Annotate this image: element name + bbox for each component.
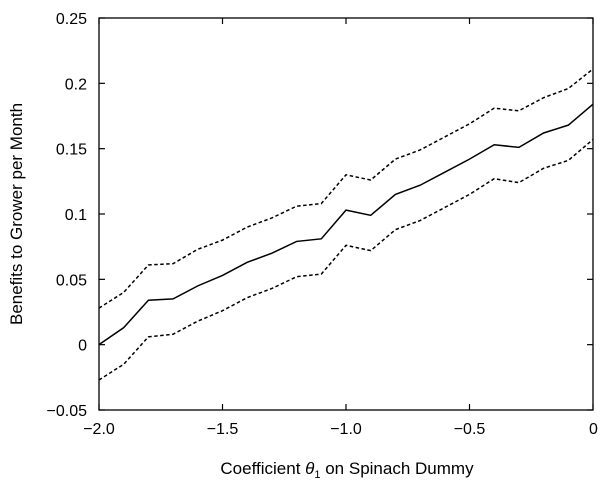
y-tick-label: 0.25 — [56, 11, 87, 28]
x-tick-label: −2.0 — [83, 421, 115, 438]
x-tick-label: −0.5 — [454, 421, 486, 438]
lower-bound-line — [98, 138, 594, 381]
y-tick-label: 0.05 — [56, 272, 87, 289]
chart-marks — [98, 68, 594, 381]
estimate-line — [98, 103, 594, 346]
y-tick-label: −0.05 — [47, 403, 88, 420]
chart-axes: −2.0 −1.5 −1.0 −0.5 0 −0.05 0 0.05 0.1 0.15 0.2 0.2… — [47, 11, 598, 438]
y-tick-label: 0.1 — [65, 207, 87, 224]
plot-frame — [98, 17, 594, 411]
y-tick-label: 0 — [78, 338, 87, 355]
theta-subscript: 1 — [314, 469, 320, 481]
x-axis-label-suffix: on Spinach Dummy — [321, 459, 475, 478]
upper-bound-line — [98, 68, 594, 309]
theta-symbol: θ — [305, 459, 315, 478]
x-tick-label: −1.0 — [330, 421, 362, 438]
y-tick-label: 0.15 — [56, 142, 87, 159]
y-tick-label: 0.2 — [65, 76, 87, 93]
x-axis-label: Coefficient θ1 on Spinach Dummy — [220, 459, 474, 481]
y-axis-label: Benefits to Grower per Month — [7, 103, 26, 325]
x-tick-label: −1.5 — [207, 421, 239, 438]
x-tick-label: 0 — [589, 421, 598, 438]
x-axis-label-prefix: Coefficient — [220, 459, 305, 478]
